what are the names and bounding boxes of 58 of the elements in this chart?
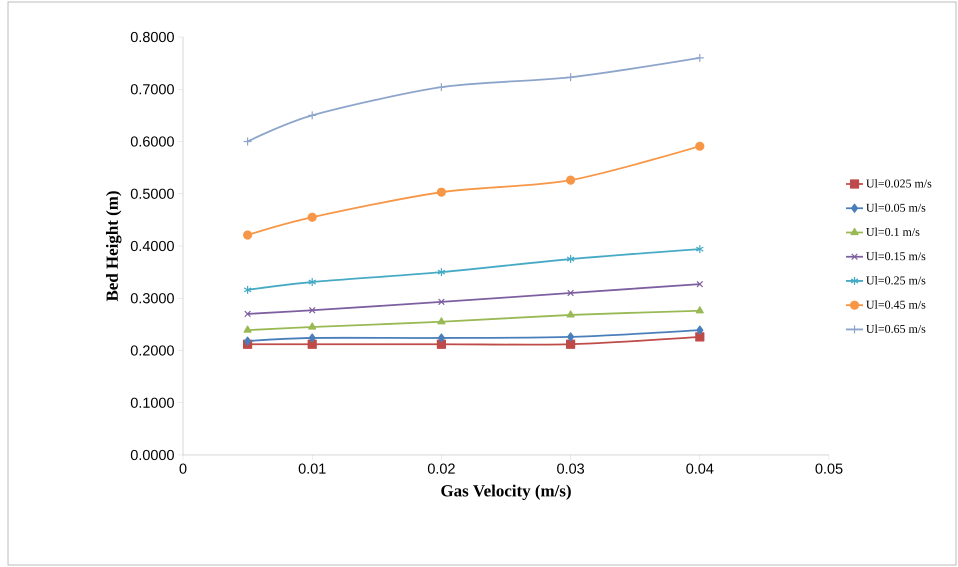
point xyxy=(243,230,252,240)
y-tick-label: 0.6000 xyxy=(130,136,174,147)
y-tick-label: 0.5000 xyxy=(130,188,174,199)
point xyxy=(308,277,316,287)
point xyxy=(438,298,445,306)
point xyxy=(695,142,704,151)
legend-label: Ul=0.05 m/s xyxy=(866,203,926,212)
point xyxy=(244,326,252,333)
legend-label: Ul=0.15 m/s xyxy=(866,252,926,260)
point xyxy=(308,306,316,314)
point xyxy=(244,285,252,294)
y-axis-title: Bed Height (m) xyxy=(106,191,122,302)
legend-label: Ul=0.25 m/s xyxy=(866,276,926,285)
legend-label: Ul=0.025 m/s xyxy=(866,179,932,188)
point xyxy=(243,136,252,146)
point xyxy=(566,340,576,349)
point xyxy=(436,188,446,197)
x-tick-label: 0 xyxy=(180,464,186,474)
point xyxy=(437,268,446,277)
y-tick-label: 0.1000 xyxy=(130,398,174,408)
point xyxy=(308,322,316,330)
legend-label: Ul=0.65 m/s xyxy=(866,324,926,333)
legend-label: Ul=0.1 m/s xyxy=(866,228,920,236)
point xyxy=(308,110,317,120)
point xyxy=(696,306,704,314)
y-tick-label: 0.0000 xyxy=(130,450,174,460)
point xyxy=(438,333,446,343)
point xyxy=(436,340,446,349)
point xyxy=(566,176,576,185)
y-tick-label: 0.7000 xyxy=(130,84,174,94)
point xyxy=(696,326,704,335)
point xyxy=(566,310,575,318)
point xyxy=(566,72,576,82)
point xyxy=(308,333,316,343)
x-tick-label: 0.04 xyxy=(686,464,714,474)
point xyxy=(695,53,704,62)
y-tick-label: 0.3000 xyxy=(130,293,174,304)
x-tick-label: 0.03 xyxy=(557,464,584,474)
point xyxy=(696,280,704,288)
point xyxy=(567,332,574,342)
point xyxy=(308,212,317,222)
legend-label: Ul=0.45 m/s xyxy=(866,300,926,309)
y-tick-label: 0.2000 xyxy=(130,345,174,356)
point xyxy=(696,244,704,254)
y-tick-label: 0.4000 xyxy=(130,240,174,252)
point xyxy=(695,332,704,342)
y-tick-label: 0.8000 xyxy=(130,32,174,42)
point xyxy=(566,254,575,264)
point xyxy=(308,340,317,349)
point xyxy=(244,310,252,318)
x-axis-title: Gas Velocity (m/s) xyxy=(441,484,571,500)
x-tick-label: 0.02 xyxy=(428,464,455,474)
x-tick-label: 0.05 xyxy=(816,464,842,474)
x-tick-label: 0.01 xyxy=(298,464,326,474)
point xyxy=(437,317,446,324)
point xyxy=(244,336,252,346)
point xyxy=(567,290,574,296)
point xyxy=(436,82,446,92)
